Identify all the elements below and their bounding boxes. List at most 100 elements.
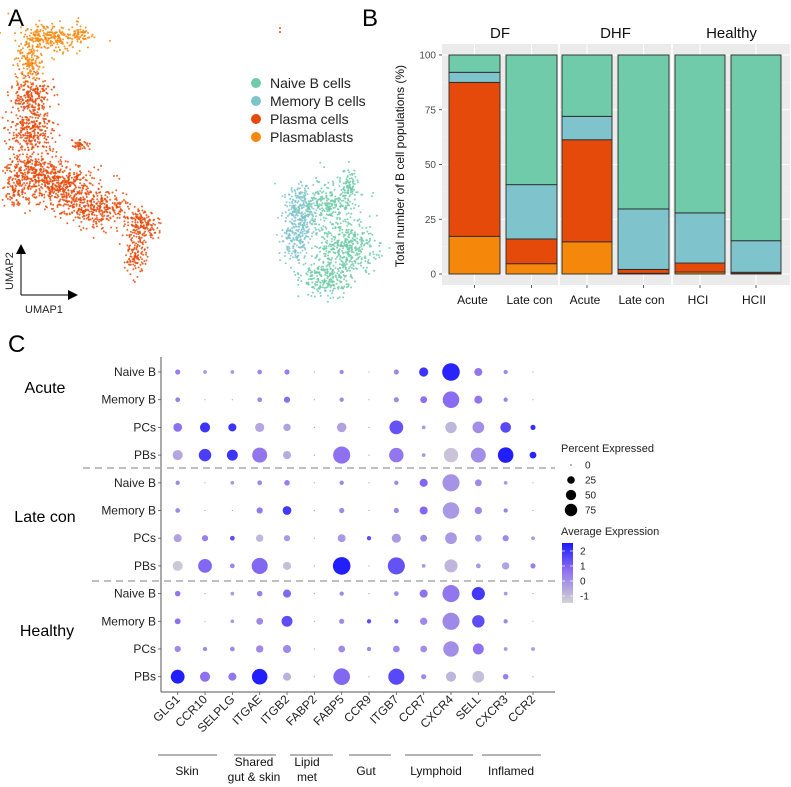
- umap-point: [338, 263, 341, 266]
- umap-point: [98, 182, 101, 185]
- umap-point: [46, 171, 49, 174]
- umap-point: [27, 177, 30, 180]
- umap-point: [55, 166, 58, 169]
- umap-point: [308, 211, 311, 213]
- umap-point: [350, 251, 353, 253]
- size-legend-label: 0: [585, 461, 591, 472]
- umap-point: [40, 171, 43, 174]
- umap-point: [89, 174, 92, 177]
- bar-segment-naive-b-cells: [561, 54, 613, 117]
- umap-point: [283, 255, 286, 257]
- umap-point: [344, 260, 347, 263]
- umap-point: [305, 205, 308, 208]
- umap-point: [87, 170, 90, 173]
- umap-point: [355, 191, 358, 194]
- row-label: Memory B: [101, 614, 156, 628]
- umap-point: [38, 77, 41, 80]
- umap-point: [57, 170, 60, 173]
- umap-point: [37, 56, 40, 59]
- umap-point: [20, 166, 22, 169]
- umap-point: [314, 204, 317, 207]
- umap-point: [10, 170, 13, 173]
- umap-point: [37, 39, 40, 42]
- umap-point: [73, 209, 76, 212]
- umap1-arrow-icon: [68, 290, 78, 300]
- umap-point: [118, 213, 121, 216]
- umap-point: [327, 209, 330, 211]
- panel-label-a: A: [8, 5, 24, 32]
- umap-point: [11, 121, 14, 124]
- umap-point: [26, 105, 28, 108]
- umap-point: [115, 226, 118, 229]
- umap-point: [53, 35, 56, 38]
- umap-point: [11, 146, 14, 149]
- dot-selplg: [228, 672, 237, 681]
- umap-point: [36, 97, 39, 100]
- umap-point: [322, 260, 325, 263]
- umap-point: [314, 218, 317, 221]
- dot-fabp2: [313, 565, 315, 567]
- umap-point: [345, 231, 348, 234]
- umap-point: [143, 260, 146, 263]
- umap-point: [325, 207, 328, 210]
- panel-label-b: B: [362, 5, 378, 32]
- umap-point: [76, 211, 79, 214]
- umap-point: [71, 26, 74, 29]
- umap-point: [327, 284, 329, 287]
- umap-point: [314, 245, 317, 248]
- umap-point: [284, 251, 287, 254]
- umap-point: [13, 156, 16, 159]
- row-label: Naive B: [114, 476, 156, 490]
- umap-point: [8, 138, 11, 141]
- umap-point: [77, 186, 80, 189]
- umap-point: [350, 207, 352, 210]
- umap-point: [39, 168, 42, 171]
- umap-point: [51, 27, 54, 30]
- bar-segment-memory-b-cells: [674, 212, 726, 264]
- umap-point: [308, 201, 311, 204]
- umap-point: [296, 201, 299, 204]
- umap-point: [293, 270, 296, 273]
- umap-point: [367, 272, 370, 275]
- umap-point: [48, 189, 51, 192]
- umap-point: [315, 200, 318, 203]
- umap-point: [337, 244, 339, 247]
- dot-itgae: [256, 534, 264, 542]
- umap-point: [20, 31, 23, 34]
- umap-point: [25, 142, 28, 145]
- umap-point: [100, 209, 103, 212]
- umap-point: [95, 222, 98, 225]
- umap-point: [73, 30, 76, 33]
- umap-point: [25, 175, 28, 178]
- umap-point: [72, 219, 75, 222]
- umap-point: [371, 233, 374, 236]
- umap-point: [322, 208, 325, 211]
- umap-point: [127, 205, 129, 208]
- umap-point: [123, 211, 126, 214]
- dot-fabp5: [336, 422, 347, 433]
- umap-point: [27, 165, 30, 168]
- umap-point: [26, 128, 29, 131]
- umap-point: [84, 178, 87, 181]
- umap-point: [38, 97, 41, 100]
- umap-point: [295, 255, 298, 258]
- umap-point: [101, 227, 104, 229]
- umap-point: [79, 25, 82, 28]
- dot-itgb2: [282, 561, 292, 570]
- umap-point: [73, 195, 76, 197]
- umap-point: [12, 64, 15, 67]
- umap-point: [344, 205, 347, 208]
- umap-point: [20, 131, 22, 134]
- umap-point: [92, 211, 95, 214]
- umap-point: [91, 176, 94, 179]
- umap-point: [85, 209, 88, 212]
- umap-point: [337, 213, 340, 216]
- umap-point: [108, 207, 111, 210]
- umap-point: [360, 237, 363, 240]
- umap-point: [92, 226, 95, 229]
- umap-point: [99, 218, 102, 221]
- umap-point: [27, 146, 29, 149]
- umap-point: [307, 269, 310, 271]
- umap-point: [327, 198, 330, 201]
- umap-point: [344, 266, 347, 269]
